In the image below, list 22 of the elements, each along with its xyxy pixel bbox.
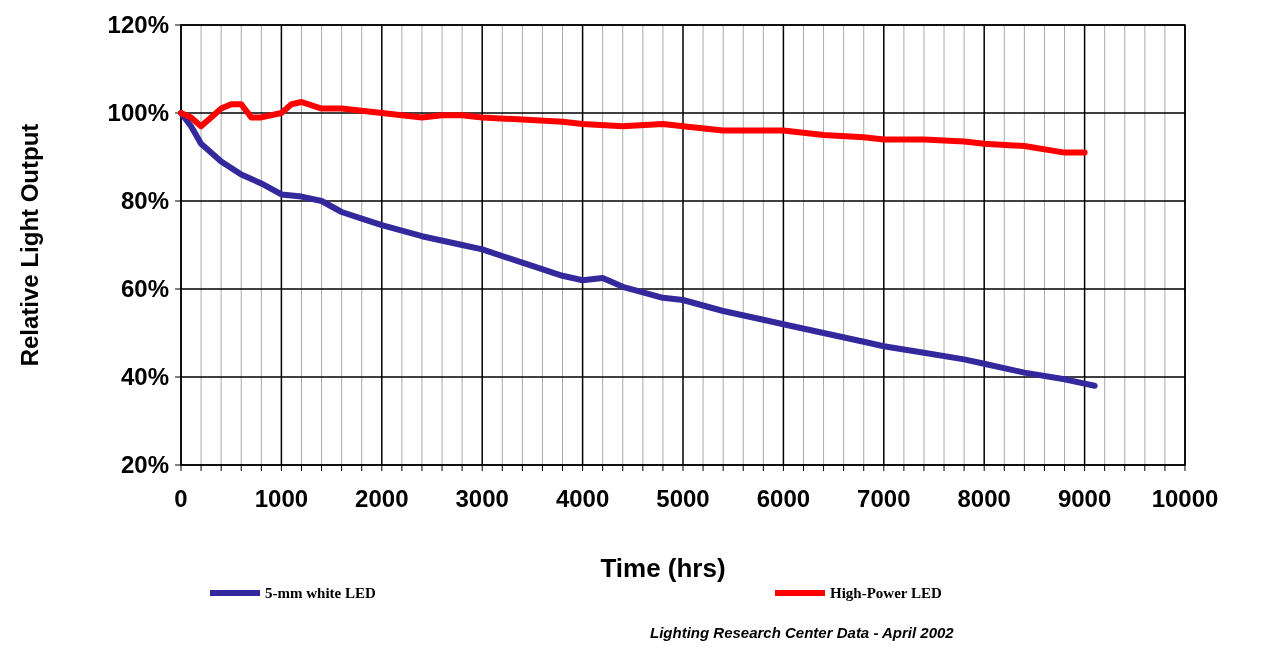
x-tick-label: 2000 — [355, 485, 409, 512]
legend-label: High-Power LED — [830, 585, 942, 601]
y-axis-title: Relative Light Output — [16, 123, 43, 367]
y-tick-label: 40% — [120, 363, 169, 390]
x-tick-label: 1000 — [254, 485, 309, 512]
y-tick-label: 80% — [120, 187, 169, 214]
x-tick-label: 5000 — [656, 485, 710, 512]
text: Lighting Research Center Data - April 2002 — [650, 624, 955, 641]
x-tick-label: 10000 — [1151, 485, 1219, 512]
x-tick-label: 6000 — [756, 485, 811, 512]
x-tick-label: 7000 — [857, 485, 911, 512]
x-tick-label: 3000 — [455, 485, 509, 512]
x-tick-label: 0 — [174, 485, 188, 512]
x-axis-title: Time (hrs) — [600, 553, 726, 583]
x-tick-label: 4000 — [555, 485, 610, 512]
y-tick-label: 120% — [107, 11, 169, 38]
legend-label: 5-mm white LED — [265, 585, 376, 601]
y-tick-label: 60% — [120, 275, 169, 302]
x-tick-label: 8000 — [957, 485, 1011, 512]
y-tick-label: 20% — [120, 451, 169, 478]
x-tick-label: 9000 — [1057, 485, 1112, 512]
y-tick-label: 100% — [107, 99, 169, 126]
